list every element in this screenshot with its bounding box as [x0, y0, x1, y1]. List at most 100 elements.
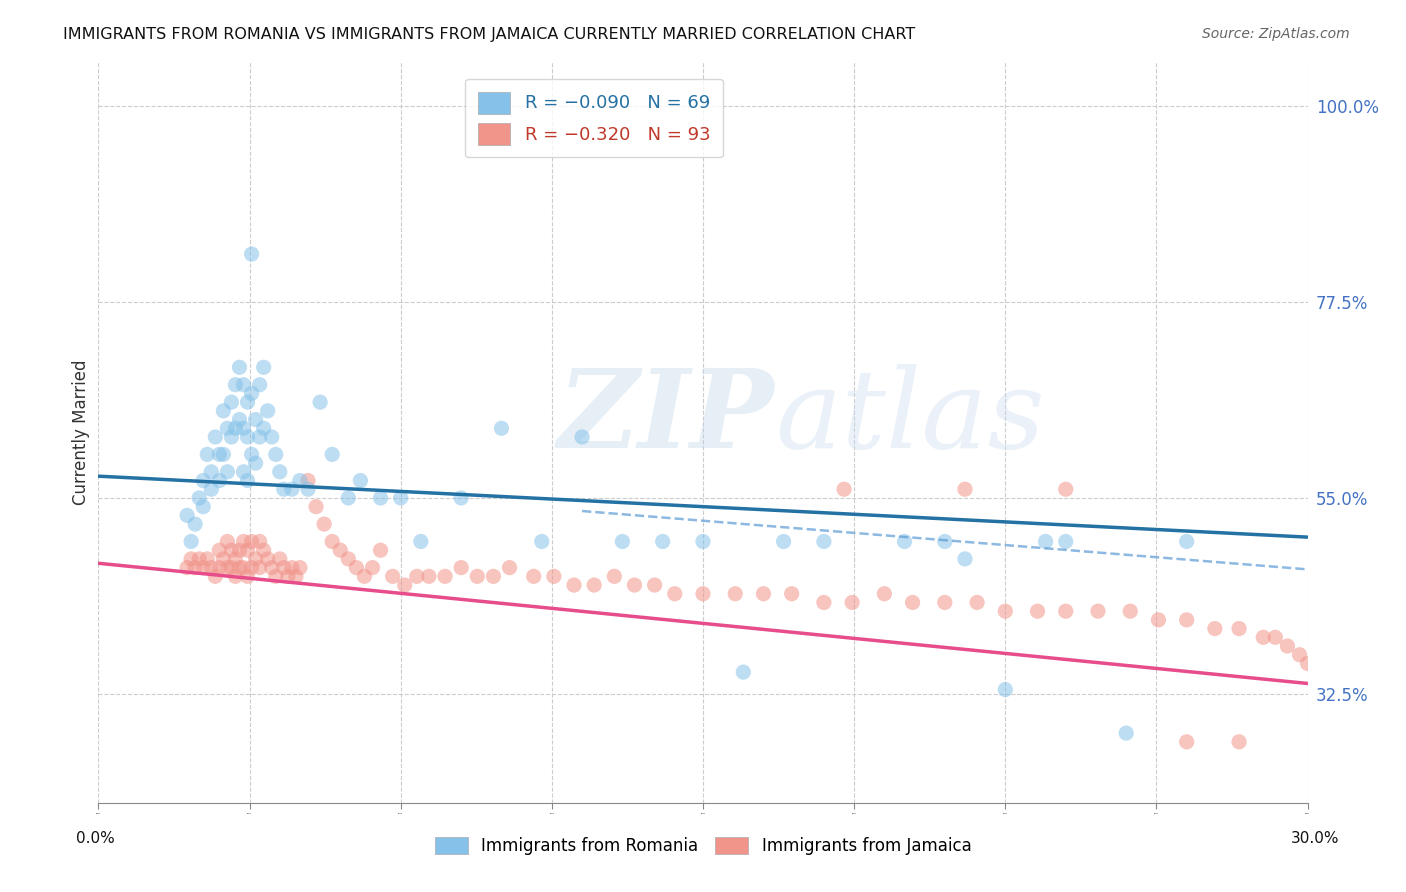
Point	[733, 665, 755, 680]
Point	[571, 430, 593, 444]
Point	[256, 552, 278, 566]
Point	[337, 491, 360, 505]
Point	[482, 569, 505, 583]
Point	[232, 534, 254, 549]
Point	[228, 360, 250, 375]
Point	[370, 543, 392, 558]
Point	[1251, 630, 1274, 644]
Point	[212, 404, 235, 418]
Point	[193, 560, 215, 574]
Point	[603, 569, 626, 583]
Point	[204, 569, 226, 583]
Point	[297, 482, 319, 496]
Point	[288, 560, 311, 574]
Point	[176, 508, 198, 523]
Point	[724, 587, 747, 601]
Point	[1087, 604, 1109, 618]
Point	[245, 412, 267, 426]
Point	[644, 578, 666, 592]
Point	[752, 587, 775, 601]
Point	[305, 500, 328, 514]
Point	[1227, 622, 1250, 636]
Point	[1288, 648, 1310, 662]
Point	[232, 560, 254, 574]
Point	[901, 595, 924, 609]
Point	[772, 534, 794, 549]
Text: 30.0%: 30.0%	[1291, 831, 1339, 846]
Point	[249, 534, 271, 549]
Text: ZIP: ZIP	[558, 364, 775, 472]
Point	[405, 569, 427, 583]
Text: IMMIGRANTS FROM ROMANIA VS IMMIGRANTS FROM JAMAICA CURRENTLY MARRIED CORRELATION: IMMIGRANTS FROM ROMANIA VS IMMIGRANTS FR…	[63, 27, 915, 42]
Point	[1227, 735, 1250, 749]
Point	[813, 534, 835, 549]
Point	[240, 560, 263, 574]
Point	[1115, 726, 1137, 740]
Point	[1026, 604, 1049, 618]
Point	[228, 543, 250, 558]
Point	[953, 482, 976, 496]
Point	[321, 534, 343, 549]
Point	[491, 421, 513, 435]
Point	[353, 569, 375, 583]
Point	[212, 447, 235, 461]
Point	[1204, 622, 1226, 636]
Point	[994, 682, 1017, 697]
Point	[344, 560, 367, 574]
Point	[583, 578, 606, 592]
Point	[236, 543, 259, 558]
Point	[1054, 604, 1077, 618]
Point	[1329, 665, 1351, 680]
Point	[281, 560, 304, 574]
Point	[994, 604, 1017, 618]
Point	[236, 430, 259, 444]
Point	[208, 447, 231, 461]
Point	[245, 552, 267, 566]
Point	[692, 587, 714, 601]
Point	[934, 595, 956, 609]
Point	[692, 534, 714, 549]
Point	[780, 587, 803, 601]
Point	[232, 421, 254, 435]
Point	[873, 587, 896, 601]
Point	[236, 569, 259, 583]
Point	[1035, 534, 1057, 549]
Point	[269, 552, 291, 566]
Legend: R = −0.090   N = 69, R = −0.320   N = 93: R = −0.090 N = 69, R = −0.320 N = 93	[465, 78, 723, 157]
Point	[418, 569, 440, 583]
Point	[1296, 657, 1319, 671]
Point	[1054, 534, 1077, 549]
Point	[623, 578, 645, 592]
Point	[256, 404, 278, 418]
Point	[221, 395, 243, 409]
Point	[253, 543, 276, 558]
Point	[240, 386, 263, 401]
Point	[232, 465, 254, 479]
Point	[1175, 613, 1198, 627]
Point	[193, 500, 215, 514]
Point	[394, 578, 416, 592]
Point	[221, 430, 243, 444]
Point	[1175, 735, 1198, 749]
Point	[240, 534, 263, 549]
Point	[217, 465, 239, 479]
Point	[260, 430, 283, 444]
Text: atlas: atlas	[776, 364, 1045, 472]
Legend: Immigrants from Romania, Immigrants from Jamaica: Immigrants from Romania, Immigrants from…	[427, 830, 979, 862]
Point	[273, 482, 295, 496]
Point	[530, 534, 553, 549]
Point	[224, 377, 246, 392]
Point	[389, 491, 412, 505]
Text: Source: ZipAtlas.com: Source: ZipAtlas.com	[1202, 27, 1350, 41]
Point	[361, 560, 384, 574]
Point	[1264, 630, 1286, 644]
Point	[543, 569, 565, 583]
Point	[260, 560, 283, 574]
Point	[450, 491, 472, 505]
Point	[1175, 534, 1198, 549]
Point	[337, 552, 360, 566]
Point	[212, 552, 235, 566]
Point	[221, 543, 243, 558]
Point	[409, 534, 432, 549]
Point	[188, 552, 211, 566]
